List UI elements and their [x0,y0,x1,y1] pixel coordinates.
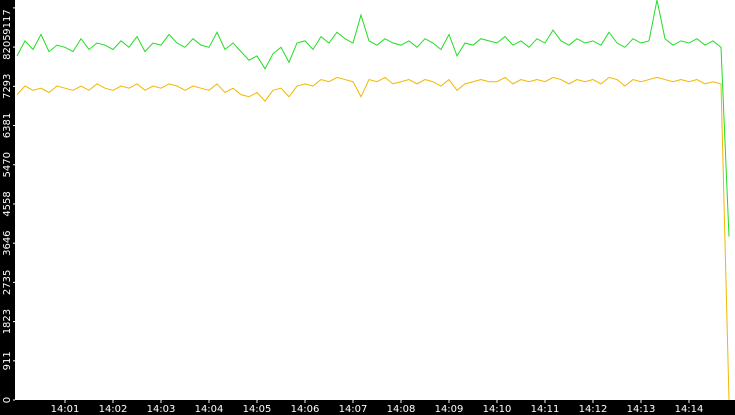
y-tick-label: 9117 [2,9,13,34]
x-tick-label: 14:09 [435,404,464,415]
x-tick-label: 14:14 [675,404,704,415]
x-tick-label: 14:03 [147,404,176,415]
y-tick-label: 911 [2,351,13,370]
y-axis-strip [0,0,15,415]
series-line [16,0,730,237]
x-tick-label: 14:04 [195,404,224,415]
x-tick-label: 14:06 [291,404,320,415]
y-tick-label: 8205 [2,34,13,59]
x-tick-label: 14:02 [99,404,128,415]
x-tick-label: 14:12 [579,404,608,415]
y-tick-label: 5470 [2,152,13,177]
x-tick-label: 14:07 [339,404,368,415]
series-line [16,76,730,401]
y-tick-label: 2735 [2,270,13,295]
x-tick-label: 14:13 [627,404,656,415]
x-tick-label: 14:10 [483,404,512,415]
x-axis-strip [0,400,735,415]
x-tick-label: 14:05 [243,404,272,415]
x-tick-label: 14:08 [387,404,416,415]
y-tick-label: 3646 [2,230,13,255]
y-tick-label: 6381 [2,113,13,138]
y-tick-label: 0 [2,397,13,403]
y-tick-label: 4558 [2,191,13,216]
y-tick-label: 7293 [2,74,13,99]
x-tick-label: 14:11 [531,404,560,415]
x-tick-label: 14:01 [51,404,80,415]
y-tick-label: 1823 [2,309,13,334]
